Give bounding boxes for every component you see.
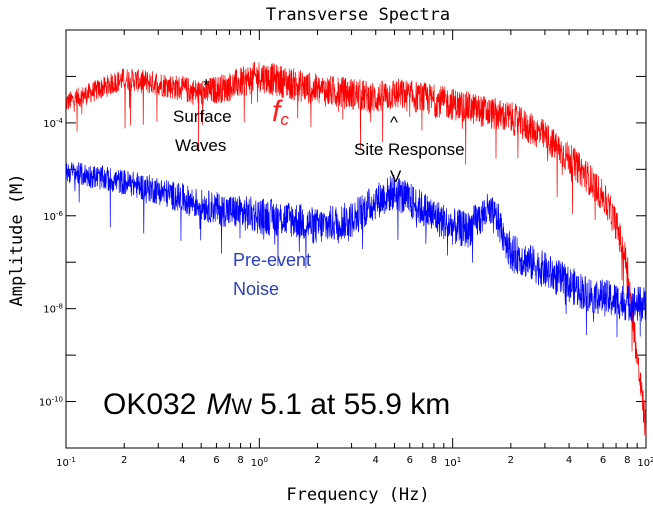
y-tick-label: 10-6: [43, 210, 63, 223]
event-rest: 5.1 at 55.9 km: [260, 388, 450, 421]
annotation-noise-line2: Noise: [233, 279, 279, 299]
y-tick-label: 10-4: [43, 117, 63, 130]
x-minor-tick-label: 8: [624, 455, 630, 466]
annotation-fc-main: f: [272, 95, 283, 128]
event-label: OK032 MW 5.1 at 55.9 km: [103, 388, 450, 421]
x-minor-tick-label: 8: [237, 455, 243, 466]
plot-frame: [65, 29, 647, 449]
chart-title: Transverse Spectra: [266, 5, 450, 25]
annotation-site-v: V: [390, 167, 402, 186]
x-minor-tick-label: 8: [431, 455, 437, 466]
annotation-noise-line1: Pre-event: [233, 250, 311, 270]
x-tick-label: 101: [444, 456, 461, 469]
x-minor-tick-label: 4: [373, 455, 379, 466]
annotation-surface-line2: Waves: [175, 136, 226, 155]
x-tick-label: 100: [251, 456, 268, 469]
annotation-surface-line1: Surface: [173, 107, 232, 126]
axis-ticks: [65, 29, 646, 449]
series-red-spectrum: [65, 61, 647, 437]
y-axis-title: Amplitude (M): [7, 173, 27, 306]
y-tick-labels: 10-4 10-6 10-8 10-10: [39, 117, 64, 409]
x-axis-title: Frequency (Hz): [286, 485, 429, 505]
annotation-site-response: Site Response: [354, 140, 465, 159]
x-tick-labels: 10-1 100 101 102 2 4 6 8 2 4 6 8 2 4 6 8: [56, 455, 653, 469]
x-minor-tick-label: 6: [600, 455, 606, 466]
x-minor-tick-label: 4: [179, 455, 185, 466]
y-tick-label: 10-8: [43, 303, 63, 316]
x-minor-tick-label: 6: [213, 455, 219, 466]
annotation-site-caret: ^: [390, 113, 398, 132]
annotation-surface-star: *: [203, 76, 210, 95]
annotation-fc-sub: c: [280, 110, 289, 129]
event-m: M: [206, 388, 231, 421]
x-minor-tick-label: 4: [566, 455, 572, 466]
y-tick-label: 10-10: [39, 396, 63, 409]
event-station: OK032: [103, 388, 196, 421]
x-minor-tick-label: 2: [314, 455, 320, 466]
x-tick-label: 10-1: [56, 456, 76, 469]
annotation-fc: fc: [272, 95, 289, 129]
series-blue-noise: [65, 162, 647, 338]
series-red-line: [65, 61, 647, 437]
x-minor-tick-label: 2: [508, 455, 514, 466]
series-blue-line: [65, 162, 647, 338]
x-tick-label: 102: [637, 456, 653, 469]
event-w: W: [231, 394, 252, 419]
x-minor-tick-label: 2: [121, 455, 127, 466]
x-minor-tick-label: 6: [407, 455, 413, 466]
